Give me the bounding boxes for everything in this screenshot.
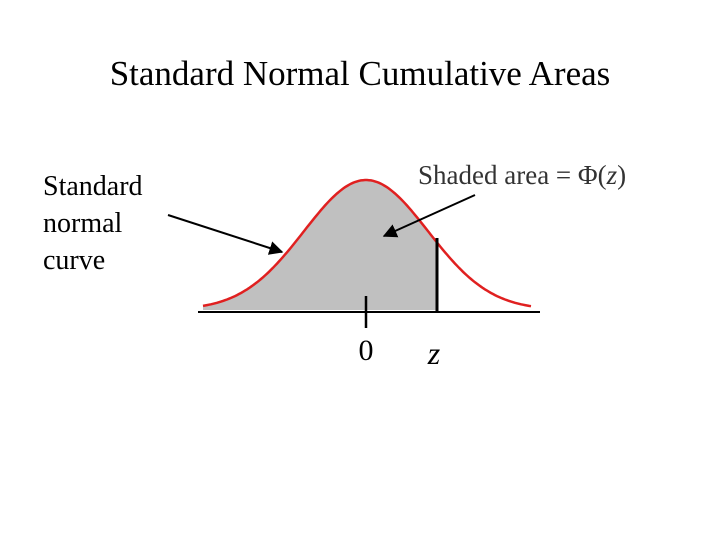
area-pointer-arrow xyxy=(382,194,476,238)
paren-close: ) xyxy=(617,160,627,190)
area-label-variable: z xyxy=(606,160,618,190)
curve-label-line: Standard xyxy=(43,171,143,202)
slide-title: Standard Normal Cumulative Areas xyxy=(109,54,611,93)
shaded-area xyxy=(203,180,437,310)
normal-curve xyxy=(202,178,532,308)
curve-pointer-arrow xyxy=(167,214,284,255)
standard-normal-curve-label: Standard normal curve xyxy=(43,168,143,279)
paren-open: ( xyxy=(597,160,607,190)
area-label-prefix: Shaded area = xyxy=(418,160,578,190)
phi-symbol: Φ xyxy=(577,160,598,190)
tick-label-zero: 0 xyxy=(358,334,374,367)
curve-label-line: normal xyxy=(43,208,123,239)
tick-label-z: z xyxy=(427,335,441,371)
curve-label-line: curve xyxy=(43,245,106,276)
shaded-area-label: Shaded area = Φ(z) xyxy=(418,158,626,192)
